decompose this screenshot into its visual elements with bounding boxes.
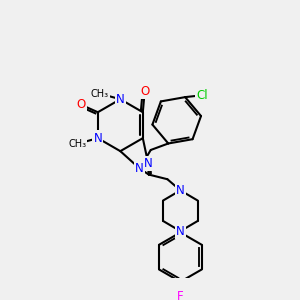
Text: O: O — [140, 85, 149, 98]
Text: N: N — [135, 162, 144, 175]
Text: N: N — [176, 225, 185, 238]
Text: F: F — [177, 290, 184, 300]
Text: CH₃: CH₃ — [68, 139, 86, 149]
Text: N: N — [144, 157, 153, 170]
Text: Cl: Cl — [196, 89, 208, 102]
Text: O: O — [76, 98, 86, 111]
Text: CH₃: CH₃ — [91, 89, 109, 99]
Text: N: N — [116, 93, 125, 106]
Text: N: N — [94, 132, 102, 145]
Text: N: N — [176, 184, 185, 197]
